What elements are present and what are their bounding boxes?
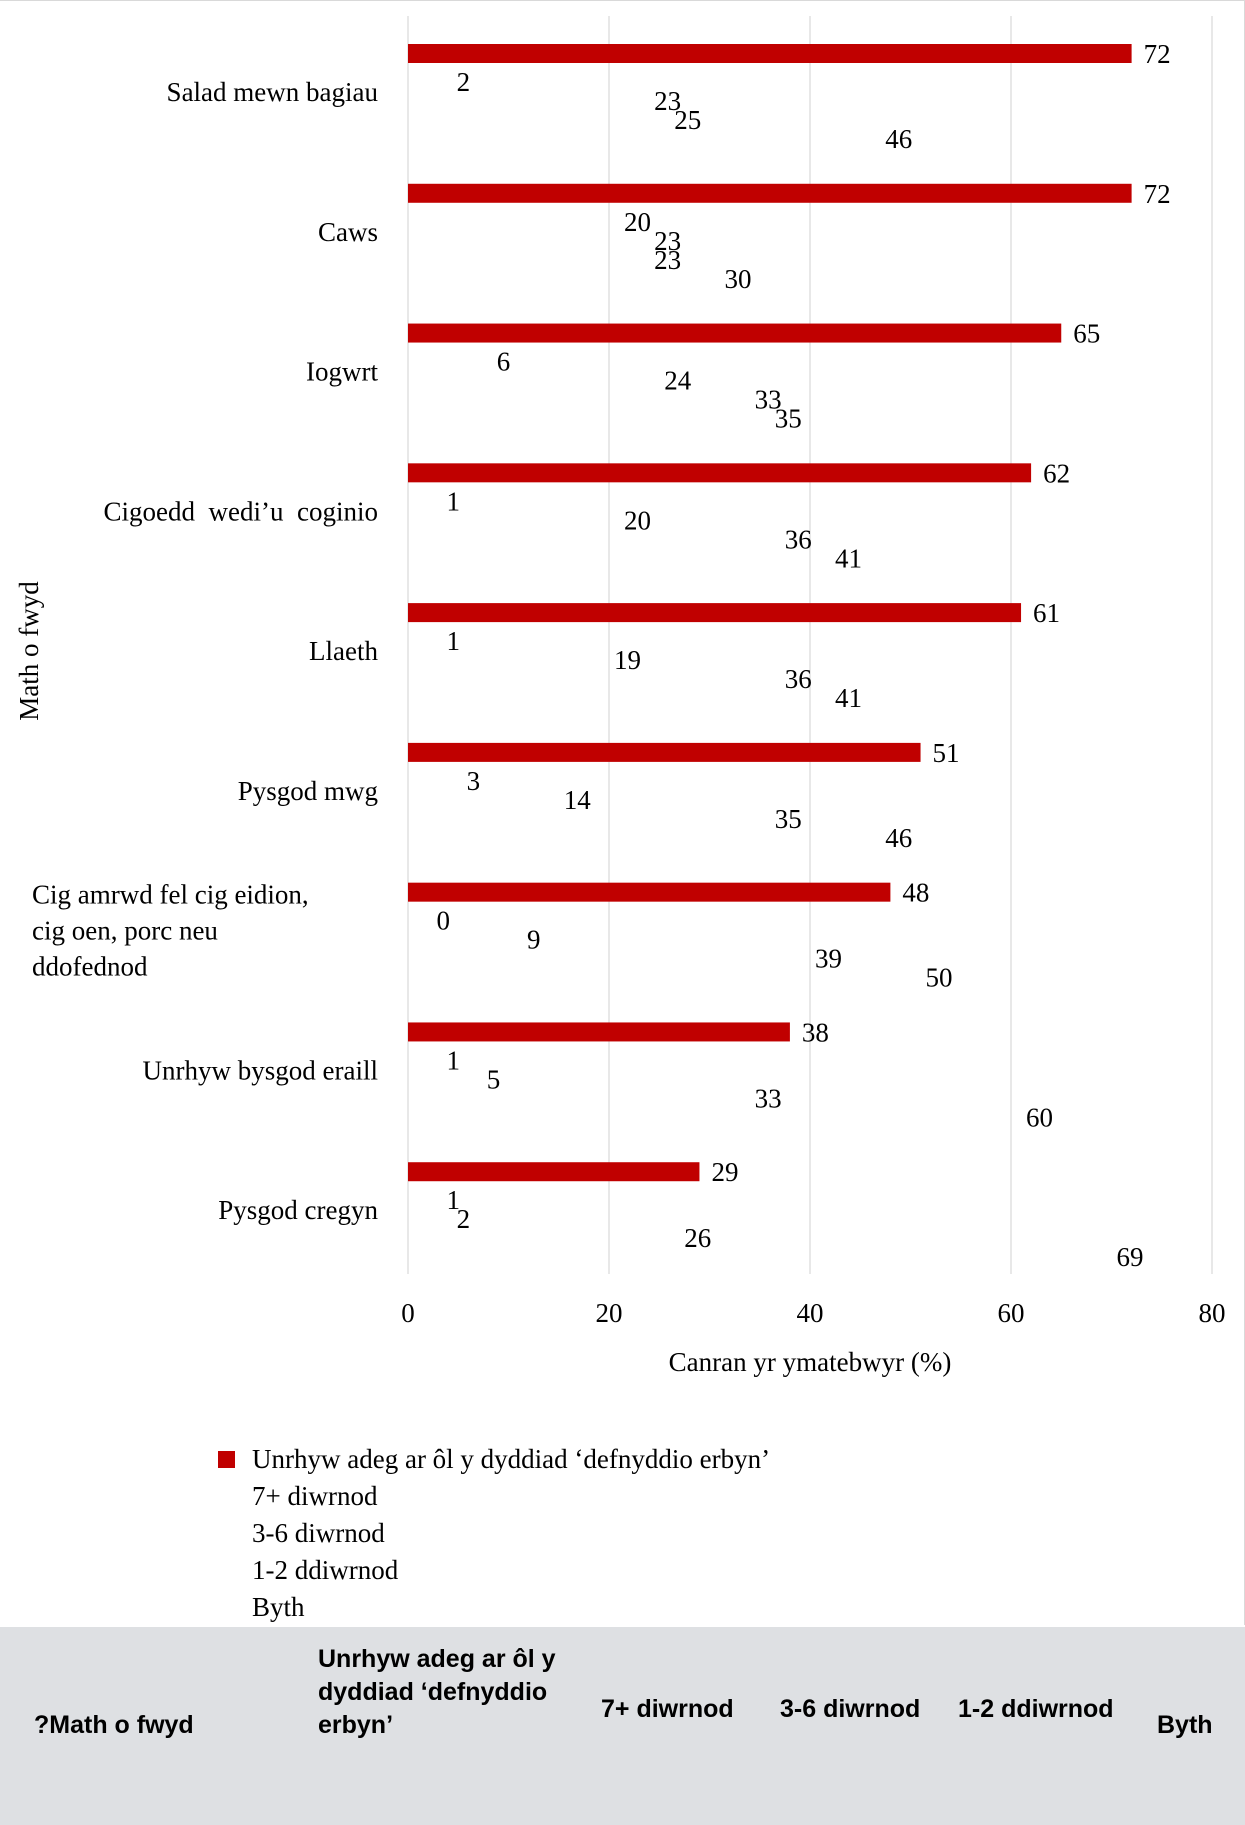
category-label: Pysgod mwg	[238, 776, 378, 806]
legend-label: 3-6 diwrnod	[252, 1518, 385, 1548]
col-header-1-2: 1-2 ddiwrnod	[958, 1695, 1114, 1723]
y-axis-title: Math o fwyd	[14, 581, 44, 721]
legend-item: 1-2 ddiwrnod	[218, 1552, 770, 1589]
bar	[408, 603, 1022, 623]
col-header-any-time: Unrhyw adeg ar ôl y dyddiad ‘defnyddio e…	[318, 1645, 556, 1739]
category-label: Unrhyw bysgod eraill	[143, 1055, 378, 1085]
chart-panel: 0 20 40 60 80 Canran yr ymatebwyr (%) Math o f…	[0, 0, 1245, 1625]
data-label: 1	[447, 626, 461, 656]
data-label: 60	[1026, 1102, 1053, 1132]
bar	[408, 323, 1062, 343]
x-tick-label: 60	[998, 1298, 1025, 1328]
data-label: 50	[926, 963, 953, 993]
category-label: Iogwrt	[306, 357, 378, 387]
bar-value-label: 72	[1144, 179, 1171, 209]
data-label: 20	[624, 207, 651, 237]
bar-value-label: 61	[1033, 598, 1060, 628]
x-tick-label: 40	[797, 1298, 824, 1328]
data-label: 69	[1116, 1242, 1143, 1272]
data-label: 1	[447, 486, 461, 516]
data-label: 33	[755, 385, 782, 415]
x-tick-label: 0	[401, 1298, 415, 1328]
data-label: 9	[527, 925, 541, 955]
data-label: 5	[487, 1064, 501, 1094]
bar-value-label: 62	[1043, 458, 1070, 488]
category-label: Caws	[318, 217, 378, 247]
bar-value-label: 38	[802, 1017, 829, 1047]
data-label: 35	[775, 404, 802, 434]
data-label: 0	[437, 906, 451, 936]
legend-label: Byth	[252, 1592, 305, 1622]
legend-label: 7+ diwrnod	[252, 1481, 378, 1511]
data-label: 6	[497, 347, 511, 377]
data-label: 2	[457, 67, 471, 97]
data-label: 24	[664, 366, 692, 396]
col-header-7-plus: 7+ diwrnod	[601, 1695, 734, 1723]
bar	[408, 1162, 700, 1182]
bar-value-label: 65	[1073, 319, 1100, 349]
legend-label: 1-2 ddiwrnod	[252, 1555, 399, 1585]
legend-item: Byth	[218, 1589, 770, 1626]
data-label: 30	[725, 264, 752, 294]
data-label: 46	[885, 124, 912, 154]
bar	[408, 882, 891, 902]
bar-value-label: 51	[933, 738, 960, 768]
data-label: 46	[885, 823, 912, 853]
x-tick-label: 20	[596, 1298, 623, 1328]
legend-item: 3-6 diwrnod	[218, 1515, 770, 1552]
bar-value-label: 72	[1144, 39, 1171, 69]
legend-swatch	[218, 1451, 235, 1468]
data-label: 39	[815, 944, 842, 974]
data-label: 26	[684, 1223, 711, 1253]
data-label: 36	[785, 524, 812, 554]
category-label: Pysgod cregyn	[218, 1195, 378, 1225]
data-label: 36	[785, 664, 812, 694]
data-label: 23	[654, 226, 681, 256]
data-label: 35	[775, 804, 802, 834]
data-label: 23	[654, 245, 681, 275]
category-label: ddofednod	[32, 952, 148, 982]
legend-item: Unrhyw adeg ar ôl y dyddiad ‘defnyddio e…	[218, 1441, 770, 1478]
category-label: Cigoedd wedi’u coginio	[104, 496, 378, 526]
col-header-never: Byth	[1157, 1711, 1213, 1739]
data-label: 14	[564, 785, 592, 815]
bar-value-label: 29	[711, 1157, 738, 1187]
data-label: 33	[755, 1083, 782, 1113]
data-label: 20	[624, 505, 651, 535]
data-label: 3	[467, 766, 481, 796]
bar	[408, 183, 1132, 203]
data-label: 41	[835, 683, 862, 713]
col-header-3-6: 3-6 diwrnod	[780, 1695, 921, 1723]
bar-value-label: 48	[902, 878, 929, 908]
x-tick-label: 80	[1199, 1298, 1226, 1328]
bar	[408, 463, 1032, 483]
col-header-food-type: ?Math o fwyd	[34, 1711, 194, 1739]
data-label: 2	[457, 1204, 471, 1234]
data-label: 19	[614, 645, 641, 675]
data-label: 1	[447, 1045, 461, 1075]
bar	[408, 1022, 790, 1042]
data-label: 25	[674, 105, 701, 135]
legend-label: Unrhyw adeg ar ôl y dyddiad ‘defnyddio e…	[252, 1444, 771, 1474]
legend: Unrhyw adeg ar ôl y dyddiad ‘defnyddio e…	[218, 1441, 770, 1626]
bar	[408, 742, 921, 762]
bar	[408, 44, 1132, 63]
table-header: ?Math o fwyd Unrhyw adeg ar ôl y dyddiad…	[0, 1627, 1245, 1825]
data-label: 1	[447, 1185, 461, 1215]
data-label: 23	[654, 86, 681, 116]
category-label: Salad mewn bagiau	[167, 77, 379, 107]
category-label: cig oen, porc neu	[32, 916, 218, 946]
data-label: 41	[835, 543, 862, 573]
legend-item: 7+ diwrnod	[218, 1478, 770, 1515]
category-label: Cig amrwd fel cig eidion,	[32, 880, 309, 910]
x-axis-title: Canran yr ymatebwyr (%)	[669, 1347, 952, 1377]
category-label: Llaeth	[309, 636, 378, 666]
